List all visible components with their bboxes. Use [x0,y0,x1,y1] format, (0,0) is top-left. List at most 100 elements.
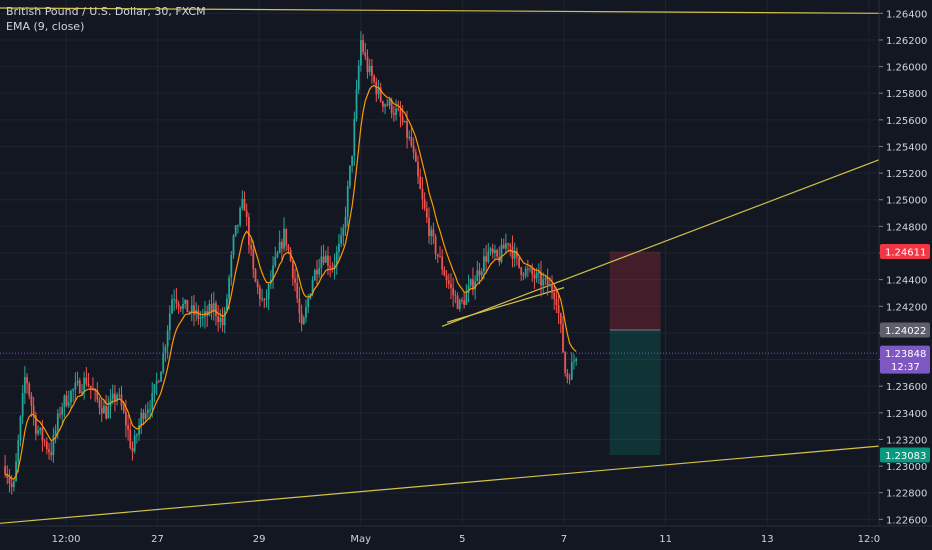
candle-body [208,303,211,316]
candle-body [166,330,169,347]
candle-body [362,40,365,53]
candle-body [272,265,274,281]
candle-body [408,136,411,138]
candle-body [425,208,428,218]
candle-body [313,270,316,281]
candle-body [135,434,138,436]
candle-body [296,282,299,299]
position-tool[interactable] [609,251,661,456]
candle-body [562,324,564,353]
price-axis[interactable]: 1.26400 1.26200 1.26000 1.25800 1.25600 1.254… [878,0,932,550]
candle-body [461,299,463,301]
candle-body [329,265,332,268]
price-label-text: 1.24022 [885,326,926,337]
candle-body [173,299,176,301]
candle-body [483,256,485,272]
candle-body [81,391,83,394]
candle-body [557,305,560,314]
candle-body [491,248,494,254]
symbol-title[interactable]: British Pound / U.S. Dollar, 30, FXCM [6,5,206,18]
candle-body [280,241,283,249]
candle-body [533,274,536,279]
time-tick-label: 29 [253,534,266,545]
price-tick-label: 1.25400 [886,142,927,153]
candle-body [355,89,358,120]
candle-body [566,372,569,379]
candle-body [472,279,474,290]
candle-body [223,310,226,326]
candle-body [157,381,160,383]
trendline-lower-support[interactable] [0,445,880,524]
candle-body [175,299,178,304]
candle-body [155,381,158,385]
candle-body [445,275,448,281]
price-tick-label: 1.26400 [886,9,927,20]
candle-body [131,448,134,452]
trendline-neckline[interactable] [446,287,565,323]
candle-body [469,279,472,286]
candle-body [283,228,285,249]
candle-body [153,384,156,394]
candle-body [377,87,380,95]
candle-body [366,56,369,72]
trendline-rising-line[interactable] [441,159,880,327]
candle-body [179,306,182,309]
time-tick-label: 5 [459,534,465,545]
trendlines[interactable] [0,7,880,524]
trendline-upper-resistance[interactable] [0,7,880,14]
candle-body [287,245,290,250]
candle-body [26,377,28,384]
candle-body [300,313,303,325]
candle-body [531,268,534,275]
candle-body [186,299,189,313]
price-tick-label: 1.24200 [886,302,927,313]
candle-body [463,300,466,305]
candle-body [96,390,99,400]
candle-body [89,385,92,389]
price-label-tag [880,447,930,463]
candle-body [107,406,110,419]
candle-body [267,283,270,299]
candle-body [41,427,44,441]
candle-body [441,256,444,270]
candle-body [412,145,415,153]
time-tick-label: 27 [151,534,164,545]
time-tick-label: 12:00 [52,534,81,545]
candle-body [63,395,66,408]
candle-body [122,406,125,412]
candle-body [144,413,147,419]
candle-body [447,280,450,284]
candle-body [568,378,571,380]
stop-loss-zone[interactable] [609,251,661,330]
candle-body [540,272,542,286]
candle-body [164,346,167,354]
take-profit-zone[interactable] [609,329,661,456]
candle-body [432,229,435,237]
candle-body [76,380,79,383]
candle-body [403,120,406,122]
candle-body [526,268,529,270]
candle-body [39,427,42,431]
candle-body [454,295,457,297]
candle-body [30,395,33,406]
candle-body [6,474,9,478]
candle-body [221,317,224,326]
candle-body [32,405,35,416]
candle-body [456,295,459,309]
candle-body [190,305,193,313]
candle-body [513,250,516,259]
candle-body [85,377,88,384]
candle-body [511,246,514,259]
candle-body [335,251,338,265]
time-axis[interactable]: 12:00 27 29 May 5 7 11 13 12:0 [0,525,932,550]
candle-body [129,429,132,449]
candle-body [421,188,424,200]
candle-body [575,358,578,361]
indicator-label[interactable]: EMA (9, close) [6,20,85,33]
candle-body [124,411,127,426]
candle-body [50,452,53,456]
candle-body [524,268,527,276]
candle-body [386,104,389,106]
candle-body [298,298,301,314]
